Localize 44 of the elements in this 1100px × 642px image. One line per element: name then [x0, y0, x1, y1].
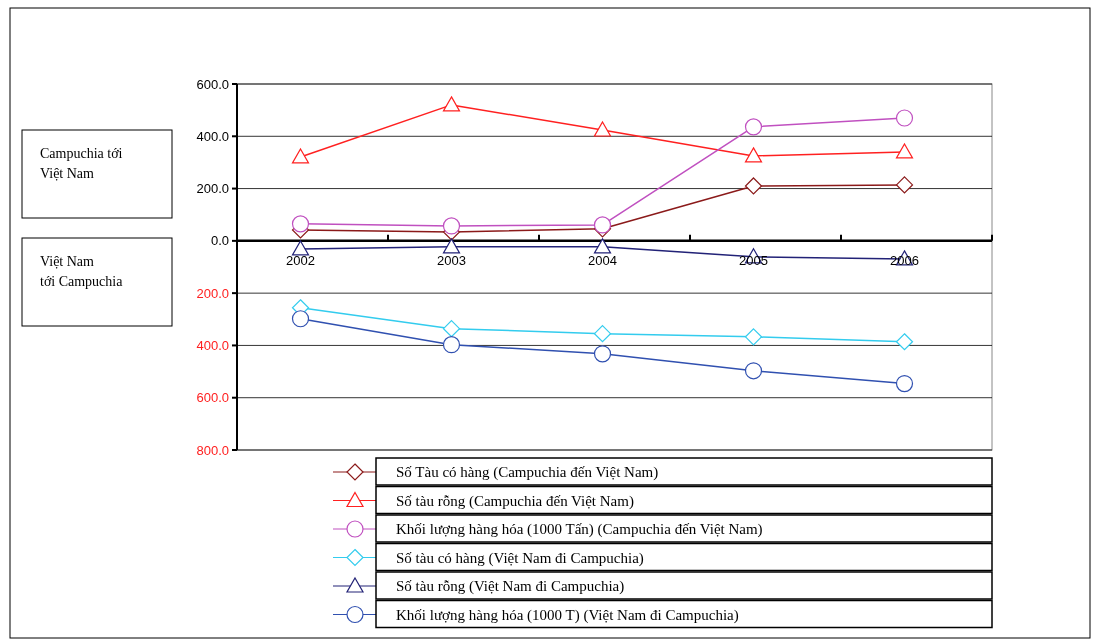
- point: [442, 336, 461, 354]
- y-tick-label: 0.0: [210, 233, 229, 249]
- legend-label: Số Tàu có hàng (Campuchia đến Việt Nam): [396, 464, 659, 482]
- y-tick-label: 200.0: [196, 181, 229, 197]
- legend-label: Số tàu rỗng (Campuchia đến Việt Nam): [396, 492, 634, 510]
- x-tick-label: 2004: [588, 253, 617, 269]
- point: [744, 177, 763, 195]
- point: [593, 121, 612, 137]
- point: [895, 109, 914, 127]
- y-tick-label: 400.0: [196, 337, 229, 353]
- legend-label: Số tàu rỗng (Việt Nam đi Campuchia): [396, 578, 625, 596]
- point: [895, 143, 914, 159]
- x-tick-label: 2003: [437, 253, 466, 269]
- legend-label: Số tàu có hàng (Việt Nam đi Campuchia): [396, 549, 644, 567]
- text: Việt Nam tới Campuchia: [40, 254, 124, 289]
- y-tick-label: 200.0: [196, 285, 229, 301]
- y-tick-label: 600.0: [196, 76, 229, 92]
- x-tick-label: 2005: [739, 253, 768, 269]
- y-tick-label: 600.0: [196, 390, 229, 406]
- y-tick-label: 400.0: [196, 128, 229, 144]
- legend-label: Khối lượng hàng hóa (1000 Tấn) (Campuchia đến Việt Nam): [396, 521, 763, 539]
- point: [744, 147, 763, 163]
- point: [593, 216, 612, 234]
- point: [744, 328, 763, 346]
- legend-label: Khối lượng hàng hóa (1000 T) (Việt Nam đi Campuchia): [396, 606, 739, 624]
- point: [593, 238, 612, 254]
- point: [895, 375, 914, 393]
- point: [744, 362, 763, 380]
- point: [744, 118, 763, 136]
- point: [895, 176, 914, 194]
- point: [442, 238, 461, 254]
- point: [593, 325, 612, 343]
- point: [895, 333, 914, 351]
- point: [291, 310, 310, 328]
- point: [442, 217, 461, 235]
- point: [291, 240, 310, 256]
- point: [593, 345, 612, 363]
- x-tick-label: 2002: [286, 253, 315, 269]
- point: [291, 148, 310, 164]
- point: [291, 215, 310, 233]
- text: Campuchia tới Việt Nam: [40, 146, 123, 181]
- point: [442, 96, 461, 112]
- y-tick-label: 800.0: [196, 442, 229, 458]
- point: [442, 320, 461, 338]
